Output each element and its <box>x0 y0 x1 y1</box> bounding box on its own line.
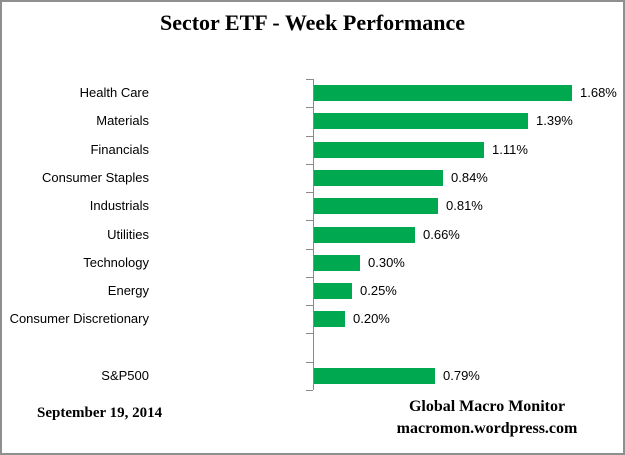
chart-title: Sector ETF - Week Performance <box>159 10 466 35</box>
footer-date: September 19, 2014 <box>37 405 163 421</box>
bar <box>314 198 438 215</box>
value-label: 1.68% <box>580 85 617 101</box>
axis-tick <box>306 276 313 278</box>
value-label: 1.11% <box>492 141 528 157</box>
category-label: Utilities <box>107 226 149 242</box>
category-label: Consumer Staples <box>42 169 149 185</box>
value-label: 0.81% <box>446 198 483 214</box>
bar <box>314 113 528 130</box>
bar <box>314 283 352 300</box>
value-label: 0.20% <box>353 311 390 327</box>
axis-tick <box>306 248 313 250</box>
axis-tick <box>306 333 313 335</box>
bar <box>314 367 435 384</box>
category-label: Health Care <box>79 85 149 101</box>
bar <box>314 226 415 243</box>
value-label: 0.84% <box>451 169 488 185</box>
footer-source-name: Global Macro Monitor <box>408 398 566 415</box>
category-label: Industrials <box>89 198 149 214</box>
category-label: S&P500 <box>101 367 149 383</box>
bar <box>314 85 572 102</box>
axis-tick <box>306 192 313 194</box>
axis-tick <box>306 135 313 137</box>
value-label: 1.39% <box>536 113 573 129</box>
category-label: Energy <box>107 283 149 299</box>
bar <box>314 169 443 186</box>
bar <box>314 141 484 158</box>
axis-tick <box>306 305 313 307</box>
category-axis <box>313 79 314 390</box>
footer-source-url: macromon.wordpress.com <box>396 420 578 437</box>
axis-tick <box>306 79 313 80</box>
axis-tick <box>306 220 313 222</box>
axis-tick <box>306 163 313 165</box>
category-label: Materials <box>96 113 149 129</box>
value-label: 0.25% <box>360 283 397 299</box>
value-label: 0.30% <box>368 254 405 270</box>
axis-tick <box>306 361 313 363</box>
axis-tick <box>306 390 313 391</box>
category-label: Financials <box>90 141 149 157</box>
bar <box>314 254 360 271</box>
bar <box>314 311 345 328</box>
value-label: 0.66% <box>423 226 460 242</box>
axis-tick <box>306 107 313 109</box>
value-label: 0.79% <box>443 367 480 383</box>
footer-source: Global Macro Monitor macromon.wordpress.… <box>352 396 622 440</box>
category-label: Consumer Discretionary <box>9 311 149 327</box>
category-label: Technology <box>83 254 149 270</box>
